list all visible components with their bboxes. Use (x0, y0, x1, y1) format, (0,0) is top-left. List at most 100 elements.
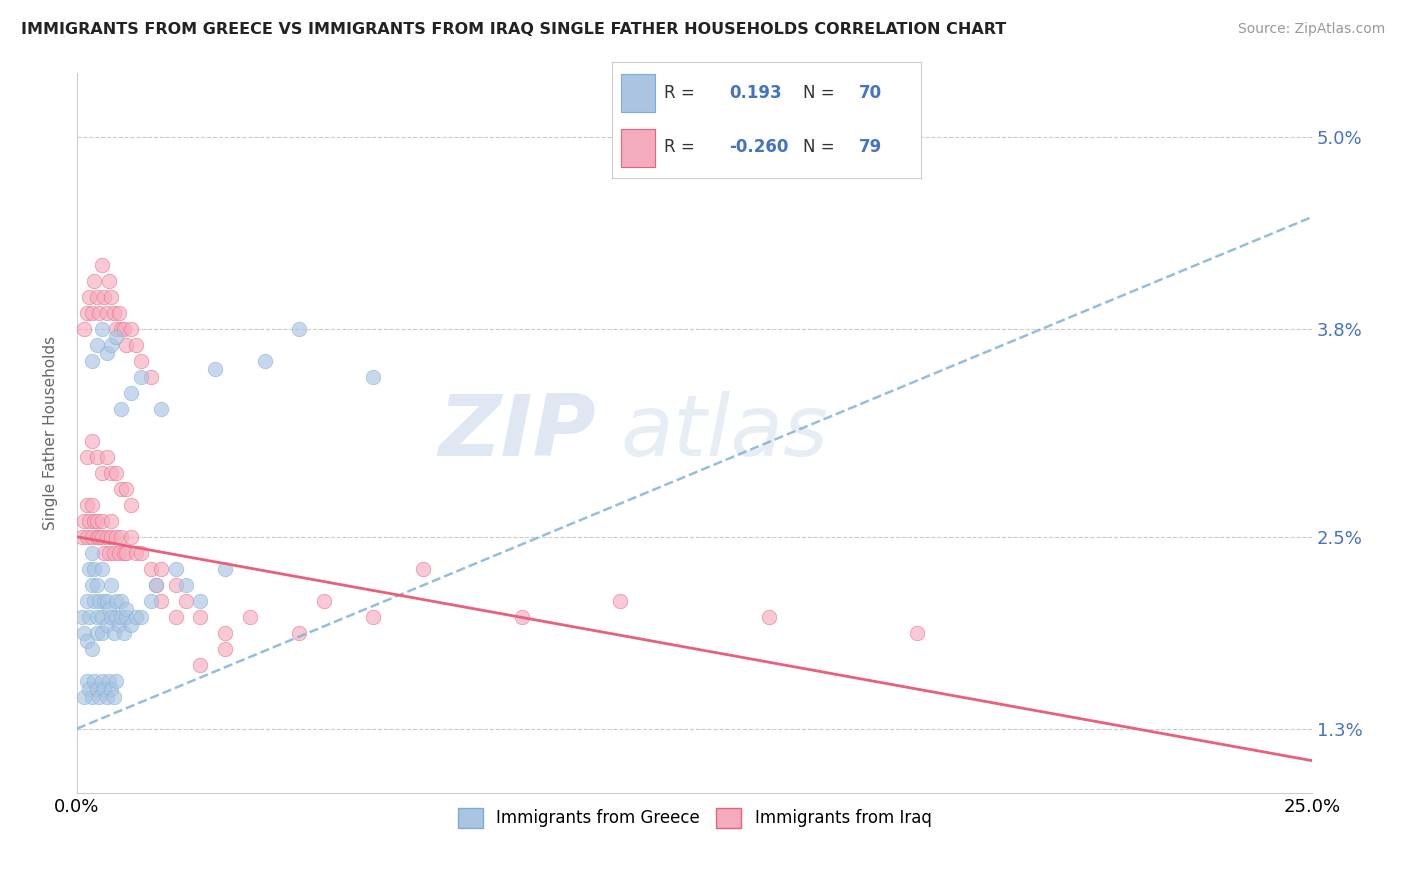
Point (96, 306, 118, 320)
Point (90, 673, 112, 688)
Point (98, 673, 121, 688)
Point (86, 609, 108, 624)
Point (87, 690, 110, 704)
Point (77, 609, 100, 624)
Point (105, 330, 128, 344)
Point (86, 530, 108, 544)
Point (73, 514, 96, 528)
Text: N =: N = (803, 84, 835, 102)
Point (80, 690, 103, 704)
Point (70, 530, 93, 544)
Point (76, 450, 98, 464)
Legend: Immigrants from Greece, Immigrants from Iraq: Immigrants from Greece, Immigrants from … (451, 801, 938, 835)
Text: IMMIGRANTS FROM GREECE VS IMMIGRANTS FROM IRAQ SINGLE FATHER HOUSEHOLDS CORRELAT: IMMIGRANTS FROM GREECE VS IMMIGRANTS FRO… (21, 22, 1007, 37)
Point (112, 322, 135, 336)
Y-axis label: Single Father Households: Single Father Households (44, 335, 58, 530)
Point (174, 593, 197, 607)
Point (115, 609, 138, 624)
Point (86, 514, 108, 528)
Point (145, 578, 167, 592)
Point (139, 593, 162, 607)
Point (103, 546, 125, 560)
Point (108, 546, 131, 560)
Point (80, 306, 103, 320)
Point (115, 601, 138, 615)
Point (86, 625, 108, 640)
Point (125, 338, 148, 352)
Point (120, 322, 142, 336)
Point (174, 578, 197, 592)
Point (108, 306, 131, 320)
Point (115, 482, 138, 496)
Point (96, 593, 118, 607)
Point (115, 546, 138, 560)
Point (190, 657, 212, 672)
Point (139, 369, 162, 384)
Point (100, 681, 122, 696)
Point (80, 530, 103, 544)
Point (90, 258, 112, 272)
Point (149, 401, 172, 416)
Point (100, 338, 122, 352)
Bar (621, 128, 655, 167)
Point (214, 562, 236, 576)
Point (83, 673, 105, 688)
Point (120, 617, 142, 632)
Point (120, 385, 142, 400)
Point (103, 306, 125, 320)
Point (125, 546, 148, 560)
Text: 0.193: 0.193 (730, 84, 782, 102)
Point (253, 354, 276, 368)
Point (288, 625, 311, 640)
Text: ZIP: ZIP (439, 392, 596, 475)
Point (93, 290, 115, 304)
Point (129, 609, 152, 624)
Point (76, 306, 98, 320)
Point (105, 466, 128, 480)
Point (77, 514, 100, 528)
Point (83, 593, 105, 607)
Point (204, 362, 226, 376)
Point (90, 466, 112, 480)
Point (105, 322, 128, 336)
Point (190, 609, 212, 624)
Point (112, 546, 135, 560)
Point (145, 578, 167, 592)
Point (100, 609, 122, 624)
Point (214, 625, 236, 640)
Text: 79: 79 (859, 138, 883, 156)
Point (103, 690, 125, 704)
Point (105, 593, 128, 607)
Point (103, 625, 125, 640)
Text: 70: 70 (859, 84, 882, 102)
Text: N =: N = (803, 138, 835, 156)
Point (288, 322, 311, 336)
Point (100, 514, 122, 528)
Point (112, 625, 135, 640)
Text: atlas: atlas (620, 392, 828, 475)
Text: R =: R = (664, 84, 695, 102)
Point (115, 338, 138, 352)
Point (110, 593, 132, 607)
Point (70, 609, 93, 624)
Point (86, 450, 108, 464)
Point (90, 609, 112, 624)
Point (905, 625, 928, 640)
Point (239, 609, 262, 624)
Point (90, 322, 112, 336)
Point (129, 369, 152, 384)
Point (87, 593, 110, 607)
Point (165, 562, 187, 576)
Point (96, 346, 118, 360)
Point (83, 562, 105, 576)
Point (80, 498, 103, 512)
Point (129, 354, 152, 368)
Point (105, 673, 128, 688)
Bar (621, 74, 655, 112)
Point (87, 530, 110, 544)
Point (96, 617, 118, 632)
Point (80, 434, 103, 448)
Point (105, 530, 128, 544)
Point (77, 562, 100, 576)
Text: R =: R = (664, 138, 695, 156)
